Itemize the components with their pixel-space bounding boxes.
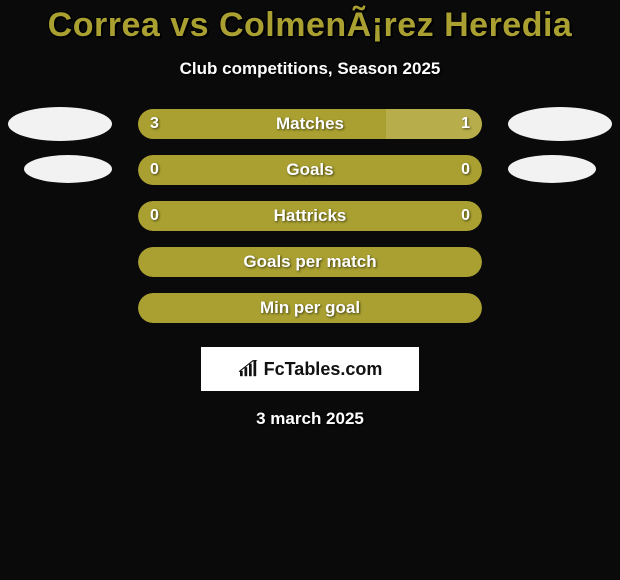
player-avatar-right [508, 107, 612, 141]
subtitle: Club competitions, Season 2025 [0, 59, 620, 79]
logo-text: FcTables.com [264, 359, 383, 380]
comparison-chart: Matches31Goals00Hattricks00Goals per mat… [0, 109, 620, 339]
bar-label: Goals per match [138, 247, 482, 277]
bar-track: Matches [138, 109, 482, 139]
bar-track: Hattricks [138, 201, 482, 231]
page-title: Correa vs ColmenÃ¡rez Heredia [0, 0, 620, 45]
bar-label: Min per goal [138, 293, 482, 323]
bar-label: Goals [138, 155, 482, 185]
player-avatar-left [24, 155, 112, 183]
bar-chart-icon [238, 360, 260, 378]
stat-row: Goals0 0 [0, 155, 620, 201]
stat-row: Matches3 1 [0, 109, 620, 155]
logo-box[interactable]: FcTables.com [201, 347, 419, 391]
value-left: 3 [150, 109, 159, 139]
value-right: 1 [461, 109, 470, 139]
value-right: 0 [461, 201, 470, 231]
stat-row: Min per goal [0, 293, 620, 339]
stat-row: Hattricks0 0 [0, 201, 620, 247]
bar-track: Min per goal [138, 293, 482, 323]
bar-label: Hattricks [138, 201, 482, 231]
bar-track: Goals per match [138, 247, 482, 277]
date-label: 3 march 2025 [0, 409, 620, 429]
value-left: 0 [150, 201, 159, 231]
value-left: 0 [150, 155, 159, 185]
player-avatar-right [508, 155, 596, 183]
stat-row: Goals per match [0, 247, 620, 293]
player-avatar-left [8, 107, 112, 141]
bar-label: Matches [138, 109, 482, 139]
bar-track: Goals [138, 155, 482, 185]
value-right: 0 [461, 155, 470, 185]
